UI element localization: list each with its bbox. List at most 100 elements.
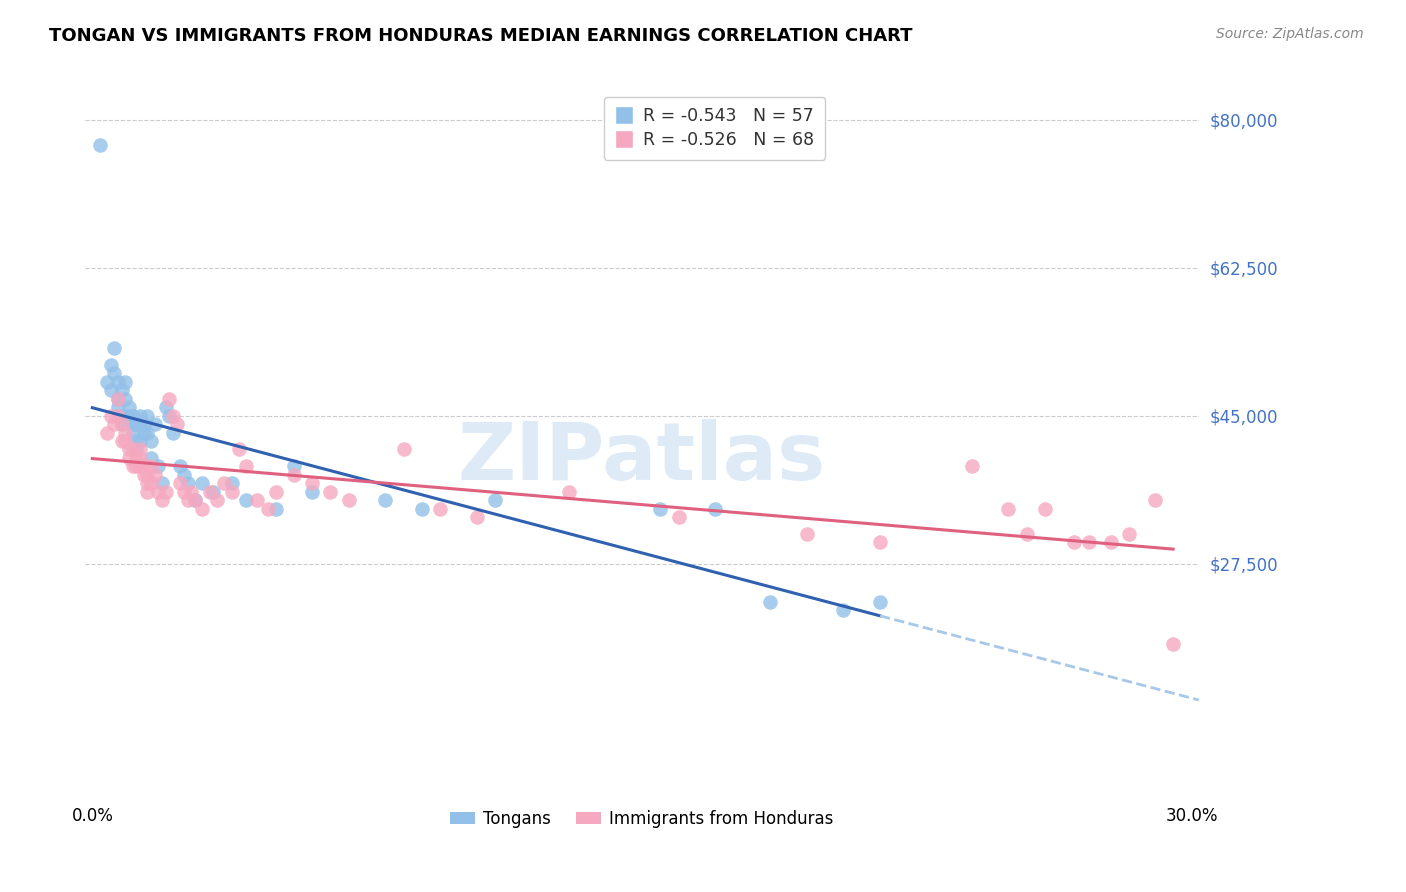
Point	[392, 442, 415, 457]
Point	[484, 493, 506, 508]
Point	[465, 510, 488, 524]
Point	[114, 409, 136, 423]
Point	[869, 535, 891, 549]
Point	[246, 493, 269, 508]
Point	[301, 484, 323, 499]
Point	[107, 375, 129, 389]
Point	[155, 400, 177, 414]
Point	[411, 501, 433, 516]
Point	[139, 459, 162, 474]
Point	[118, 442, 141, 457]
Point	[1063, 535, 1085, 549]
Point	[118, 409, 141, 423]
Point	[143, 467, 166, 482]
Point	[125, 442, 148, 457]
Point	[132, 425, 155, 440]
Point	[107, 392, 129, 406]
Point	[89, 138, 111, 153]
Point	[960, 459, 983, 474]
Point	[118, 400, 141, 414]
Point	[301, 476, 323, 491]
Point	[136, 476, 159, 491]
Point	[125, 434, 148, 448]
Point	[429, 501, 451, 516]
Point	[264, 484, 287, 499]
Point	[111, 434, 134, 448]
Point	[111, 417, 134, 431]
Point	[143, 417, 166, 431]
Point	[129, 417, 152, 431]
Point	[235, 459, 257, 474]
Point	[202, 484, 225, 499]
Point	[162, 409, 184, 423]
Point	[191, 476, 214, 491]
Point	[100, 409, 122, 423]
Point	[221, 476, 243, 491]
Point	[221, 484, 243, 499]
Point	[118, 450, 141, 465]
Point	[283, 467, 305, 482]
Point	[869, 594, 891, 608]
Point	[125, 459, 148, 474]
Legend: Tongans, Immigrants from Honduras: Tongans, Immigrants from Honduras	[443, 803, 841, 835]
Point	[129, 442, 152, 457]
Point	[796, 527, 818, 541]
Point	[100, 358, 122, 372]
Point	[125, 450, 148, 465]
Point	[103, 367, 125, 381]
Point	[121, 442, 143, 457]
Point	[136, 484, 159, 499]
Point	[107, 409, 129, 423]
Point	[1033, 501, 1056, 516]
Point	[148, 484, 170, 499]
Point	[759, 594, 782, 608]
Point	[228, 442, 250, 457]
Point	[1118, 527, 1140, 541]
Point	[157, 392, 180, 406]
Point	[125, 417, 148, 431]
Text: Source: ZipAtlas.com: Source: ZipAtlas.com	[1216, 27, 1364, 41]
Point	[132, 417, 155, 431]
Point	[198, 484, 221, 499]
Point	[129, 459, 152, 474]
Point	[668, 510, 690, 524]
Point	[107, 392, 129, 406]
Point	[114, 425, 136, 440]
Point	[257, 501, 280, 516]
Point	[191, 501, 214, 516]
Point	[107, 400, 129, 414]
Point	[129, 409, 152, 423]
Point	[1099, 535, 1122, 549]
Point	[111, 384, 134, 398]
Point	[205, 493, 228, 508]
Point	[1161, 637, 1184, 651]
Point	[1143, 493, 1166, 508]
Point	[1015, 527, 1038, 541]
Point	[103, 417, 125, 431]
Point	[557, 484, 579, 499]
Point	[173, 484, 195, 499]
Point	[121, 425, 143, 440]
Point	[997, 501, 1019, 516]
Point	[319, 484, 342, 499]
Point	[1077, 535, 1099, 549]
Point	[374, 493, 396, 508]
Point	[139, 450, 162, 465]
Point	[96, 375, 118, 389]
Point	[150, 476, 173, 491]
Point	[103, 341, 125, 355]
Point	[235, 493, 257, 508]
Point	[132, 467, 155, 482]
Point	[155, 484, 177, 499]
Point	[136, 409, 159, 423]
Point	[162, 425, 184, 440]
Point	[264, 501, 287, 516]
Point	[136, 425, 159, 440]
Point	[283, 459, 305, 474]
Point	[212, 476, 235, 491]
Point	[139, 434, 162, 448]
Point	[114, 375, 136, 389]
Point	[150, 493, 173, 508]
Point	[121, 459, 143, 474]
Point	[111, 417, 134, 431]
